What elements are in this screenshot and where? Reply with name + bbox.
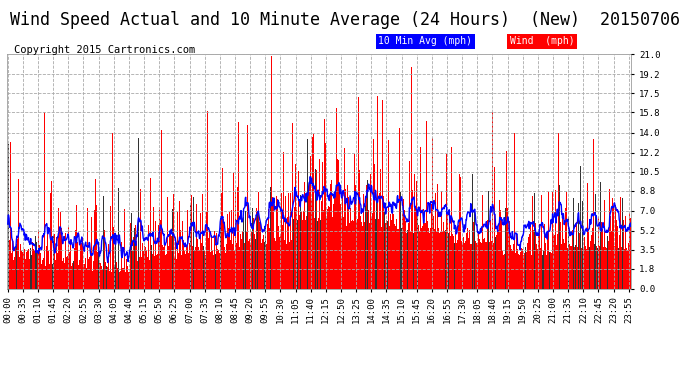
Text: 10 Min Avg (mph): 10 Min Avg (mph) xyxy=(378,36,473,46)
Text: Wind Speed Actual and 10 Minute Average (24 Hours)  (New)  20150706: Wind Speed Actual and 10 Minute Average … xyxy=(10,11,680,29)
Text: Wind  (mph): Wind (mph) xyxy=(510,36,574,46)
Text: Copyright 2015 Cartronics.com: Copyright 2015 Cartronics.com xyxy=(14,45,195,55)
